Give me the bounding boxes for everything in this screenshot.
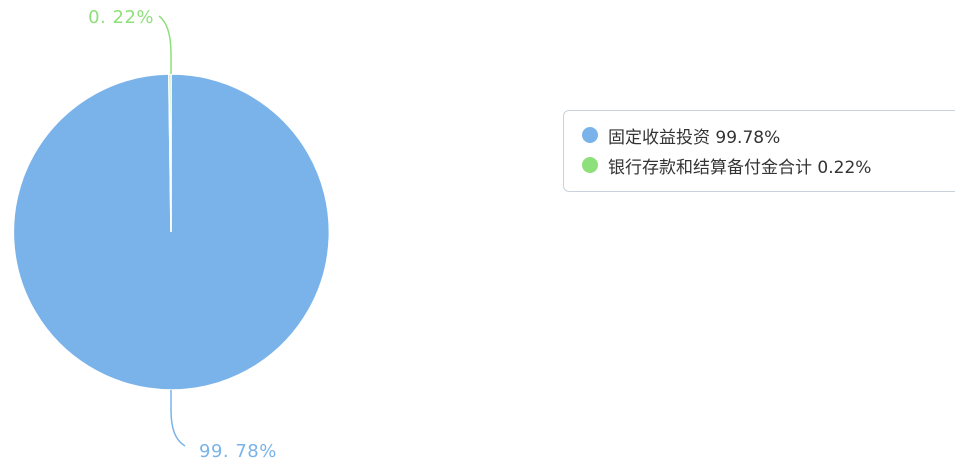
legend-swatch-bank-deposits [582,157,598,173]
slice-labels: 0. 22% 99. 78% [88,7,277,461]
legend-label-fixed-income: 固定收益投资 99.78% [608,127,781,148]
pie-slices [12,73,331,391]
legend-item-bank-deposits[interactable]: 银行存款和结算备付金合计 0.22% [582,150,955,180]
legend-swatch-fixed-income [582,127,598,143]
legend-item-fixed-income[interactable]: 固定收益投资 99.78% [582,120,955,150]
legend-label-bank-deposits: 银行存款和结算备付金合计 0.22% [608,157,872,178]
leader-line-fixed-income [170,390,186,447]
slice-label-fixed-income: 99. 78% [199,441,277,461]
legend: 固定收益投资 99.78% 银行存款和结算备付金合计 0.22% [563,110,955,192]
leader-line-bank-deposits [158,15,172,74]
leader-lines [158,15,186,447]
slice-label-bank-deposits: 0. 22% [88,7,154,28]
